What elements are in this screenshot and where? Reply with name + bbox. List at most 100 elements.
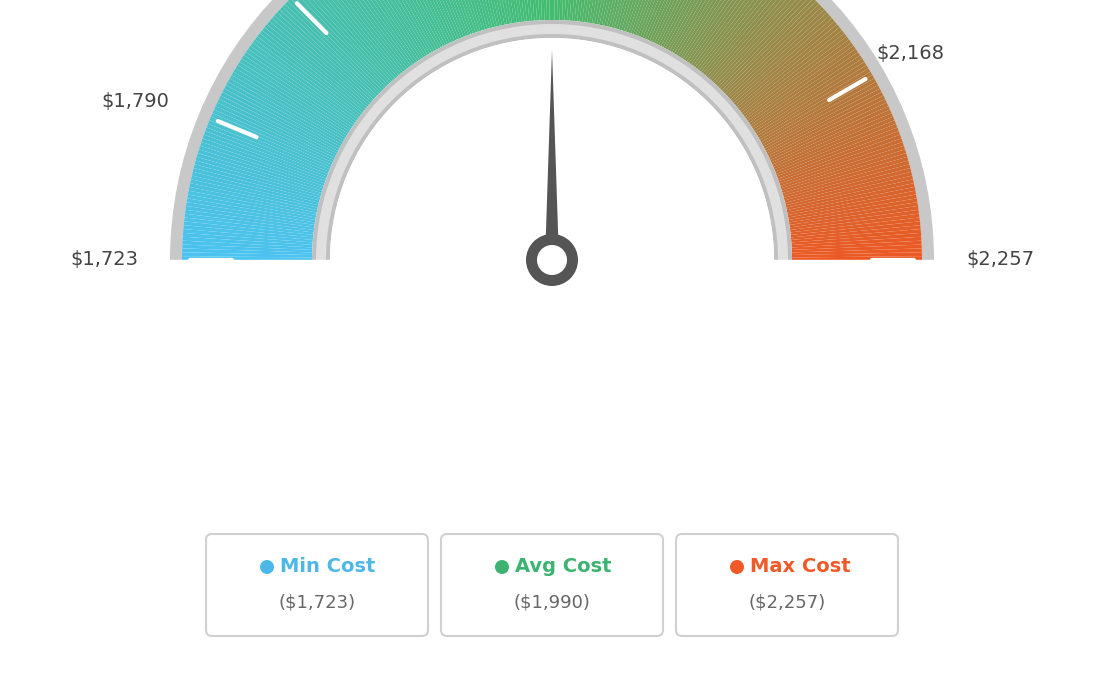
- Wedge shape: [262, 27, 365, 111]
- Wedge shape: [778, 138, 903, 184]
- Wedge shape: [703, 0, 788, 75]
- Wedge shape: [442, 0, 482, 31]
- Wedge shape: [659, 0, 720, 46]
- Wedge shape: [319, 0, 403, 73]
- Wedge shape: [783, 161, 910, 198]
- Wedge shape: [244, 52, 353, 127]
- Wedge shape: [222, 88, 339, 151]
- Wedge shape: [577, 0, 595, 21]
- Wedge shape: [548, 0, 552, 20]
- Wedge shape: [170, 0, 934, 260]
- Wedge shape: [788, 195, 916, 220]
- Wedge shape: [464, 0, 497, 27]
- Wedge shape: [714, 0, 805, 85]
- Wedge shape: [776, 128, 899, 177]
- Wedge shape: [453, 0, 490, 29]
- Wedge shape: [412, 0, 464, 38]
- Wedge shape: [195, 157, 321, 195]
- Wedge shape: [649, 0, 707, 42]
- Wedge shape: [394, 0, 453, 43]
- Wedge shape: [402, 0, 457, 41]
- Wedge shape: [199, 146, 323, 188]
- Wedge shape: [350, 0, 424, 59]
- Wedge shape: [185, 202, 315, 225]
- Wedge shape: [198, 149, 323, 190]
- Wedge shape: [737, 24, 839, 109]
- Wedge shape: [788, 198, 917, 222]
- Wedge shape: [378, 0, 440, 48]
- Wedge shape: [184, 210, 315, 230]
- Wedge shape: [716, 0, 808, 87]
- Wedge shape: [227, 79, 343, 144]
- Wedge shape: [582, 0, 602, 22]
- FancyBboxPatch shape: [676, 534, 898, 636]
- Wedge shape: [370, 0, 436, 51]
- Wedge shape: [237, 61, 349, 134]
- Wedge shape: [655, 0, 713, 44]
- Wedge shape: [634, 0, 681, 35]
- Wedge shape: [509, 0, 527, 21]
- Wedge shape: [475, 0, 505, 26]
- Circle shape: [730, 560, 744, 574]
- Wedge shape: [314, 0, 399, 77]
- Wedge shape: [353, 0, 425, 57]
- Wedge shape: [221, 92, 338, 153]
- Wedge shape: [426, 0, 474, 34]
- Wedge shape: [768, 99, 887, 158]
- Wedge shape: [471, 0, 502, 26]
- Wedge shape: [211, 113, 331, 167]
- Wedge shape: [235, 65, 348, 136]
- Wedge shape: [232, 72, 346, 140]
- Wedge shape: [743, 37, 849, 117]
- Wedge shape: [670, 0, 737, 52]
- Wedge shape: [746, 43, 853, 121]
- Wedge shape: [204, 131, 327, 179]
- Wedge shape: [792, 237, 922, 248]
- FancyBboxPatch shape: [206, 534, 428, 636]
- Wedge shape: [182, 253, 312, 257]
- Wedge shape: [423, 0, 470, 35]
- Wedge shape: [246, 49, 354, 125]
- Wedge shape: [316, 0, 401, 75]
- Wedge shape: [788, 190, 916, 217]
- Wedge shape: [408, 0, 461, 39]
- Wedge shape: [193, 168, 319, 203]
- Wedge shape: [789, 206, 919, 228]
- Wedge shape: [682, 0, 756, 60]
- Wedge shape: [792, 256, 922, 260]
- Wedge shape: [622, 0, 662, 31]
- Wedge shape: [363, 0, 432, 53]
- Wedge shape: [742, 33, 847, 115]
- Wedge shape: [265, 24, 367, 109]
- Wedge shape: [234, 68, 347, 138]
- Wedge shape: [183, 221, 314, 237]
- Wedge shape: [490, 0, 514, 23]
- Wedge shape: [784, 164, 911, 200]
- Wedge shape: [240, 59, 351, 131]
- Wedge shape: [778, 135, 902, 181]
- Wedge shape: [513, 0, 530, 21]
- Wedge shape: [560, 0, 567, 20]
- Wedge shape: [267, 21, 369, 107]
- Wedge shape: [572, 0, 587, 21]
- Wedge shape: [388, 0, 447, 45]
- Wedge shape: [357, 0, 427, 56]
- Wedge shape: [182, 244, 312, 253]
- Wedge shape: [335, 0, 413, 66]
- Wedge shape: [460, 0, 495, 28]
- Wedge shape: [540, 0, 546, 20]
- Wedge shape: [212, 110, 332, 165]
- Wedge shape: [664, 0, 726, 48]
- Wedge shape: [597, 0, 625, 25]
- Text: Avg Cost: Avg Cost: [514, 558, 612, 577]
- Wedge shape: [726, 7, 825, 97]
- Wedge shape: [183, 233, 312, 245]
- Wedge shape: [206, 124, 329, 174]
- Wedge shape: [771, 106, 890, 162]
- Wedge shape: [558, 0, 564, 20]
- Wedge shape: [405, 0, 459, 40]
- Wedge shape: [624, 0, 667, 32]
- Wedge shape: [789, 202, 919, 225]
- Wedge shape: [219, 95, 337, 155]
- Wedge shape: [205, 128, 328, 177]
